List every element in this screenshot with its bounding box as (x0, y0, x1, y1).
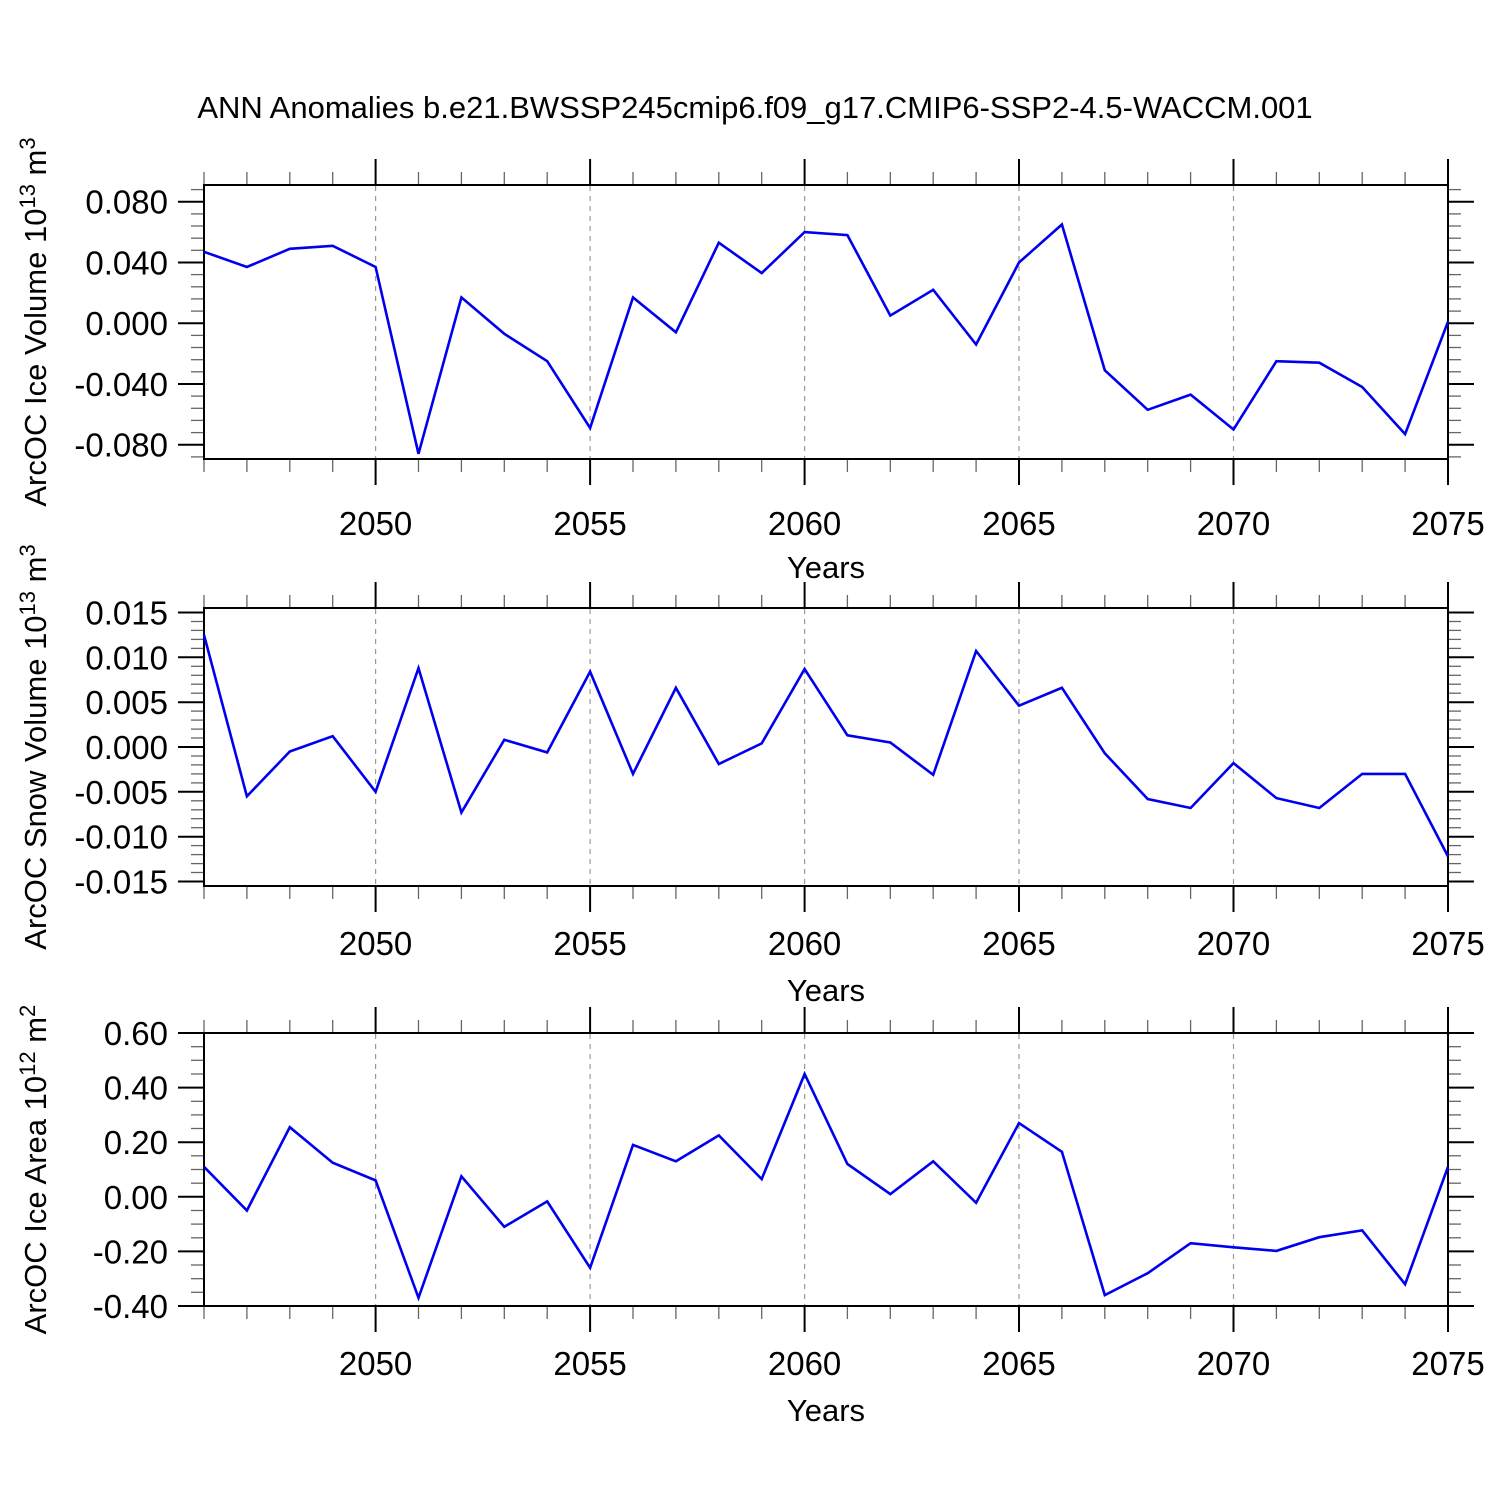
x-tick-label: 2055 (553, 1345, 626, 1382)
x-axis-title: Years (787, 973, 865, 1008)
x-tick-label: 2070 (1197, 505, 1270, 542)
plot-frame (203, 1032, 1449, 1307)
ice-area-line (203, 1070, 1450, 1302)
y-tick-label: 0.20 (104, 1124, 168, 1161)
x-tick-label: 2075 (1411, 505, 1484, 542)
ice-volume-line (203, 222, 1450, 455)
x-tick-label: 2055 (553, 925, 626, 962)
x-tick-label: 2065 (982, 505, 1055, 542)
x-tick-label: 2050 (339, 925, 412, 962)
y-tick-label: -0.20 (93, 1233, 168, 1270)
y-tick-label: 0.40 (104, 1070, 168, 1107)
x-tick-label: 2075 (1411, 1345, 1484, 1382)
x-tick-label: 2060 (768, 925, 841, 962)
panel-snow-volume: 0.015 0.010 0.005 0.000 -0.005 -0.010 -0.015 20… (15, 544, 1485, 1008)
x-tick-label: 2060 (768, 1345, 841, 1382)
y-tick-label: 0.080 (85, 184, 168, 221)
x-tick-label: 2065 (982, 1345, 1055, 1382)
y-axis-title: ArcOC Snow Volume 1013 m3 (15, 544, 53, 949)
snow-volume-line (202, 634, 1450, 857)
y-tick-label: 0.040 (85, 245, 168, 282)
panel-ice-area: 0.60 0.40 0.20 0.00 -0.20 -0.40 2050 2055 2060 20… (15, 1005, 1485, 1428)
y-tick-label: -0.080 (74, 427, 168, 464)
y-tick-label: 0.00 (104, 1179, 168, 1216)
chart-title: ANN Anomalies b.e21.BWSSP245cmip6.f09_g1… (197, 90, 1312, 125)
plot-frame (203, 607, 1449, 887)
x-tick-label: 2070 (1197, 925, 1270, 962)
x-axis-title: Years (787, 550, 865, 585)
y-axis-title: ArcOC Ice Area 1012 m2 (15, 1005, 53, 1335)
x-tick-label: 2050 (339, 1345, 412, 1382)
x-tick-label: 2075 (1411, 925, 1484, 962)
y-tick-label: 0.010 (85, 639, 168, 676)
y-tick-label: 0.000 (85, 305, 168, 342)
x-tick-label: 2060 (768, 505, 841, 542)
x-axis-title: Years (787, 1393, 865, 1428)
y-tick-label: -0.005 (74, 774, 168, 811)
panel-ice-volume: 0.080 0.040 0.000 -0.040 -0.080 2050 2055 2060 2… (15, 137, 1485, 585)
x-tick-label: 2070 (1197, 1345, 1270, 1382)
y-tick-label: 0.60 (104, 1015, 168, 1052)
y-tick-label: -0.040 (74, 366, 168, 403)
plot-frame (203, 184, 1449, 460)
x-tick-label: 2050 (339, 505, 412, 542)
x-tick-label: 2065 (982, 925, 1055, 962)
y-tick-label: 0.015 (85, 595, 168, 632)
y-tick-label: -0.40 (93, 1288, 168, 1325)
y-tick-label: 0.000 (85, 729, 168, 766)
panels-group: 0.080 0.040 0.000 -0.040 -0.080 2050 2055 2060 2… (15, 137, 1485, 1428)
y-axis-title: ArcOC Ice Volume 1013 m3 (15, 137, 53, 506)
y-tick-label: -0.015 (74, 864, 168, 901)
y-tick-label: -0.010 (74, 819, 168, 856)
x-tick-label: 2055 (553, 505, 626, 542)
y-tick-label: 0.005 (85, 684, 168, 721)
